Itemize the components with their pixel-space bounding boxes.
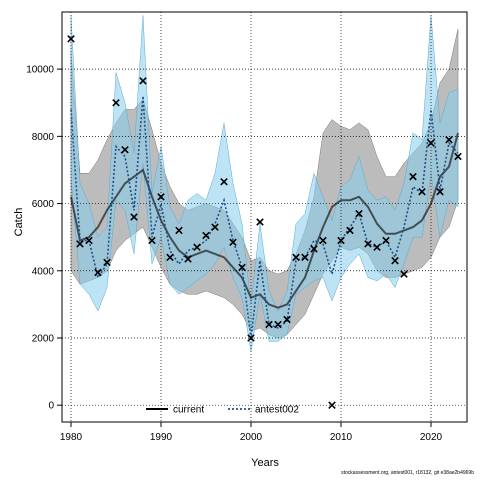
- observed-point: [445, 135, 453, 144]
- observed-point: [337, 236, 345, 245]
- x-tick-label: 1980: [60, 432, 83, 443]
- x-tick-label: 1990: [150, 432, 173, 443]
- observed-point: [202, 231, 210, 240]
- x-tick-label: 2000: [240, 432, 263, 443]
- axes: 1980 1990 2000 2010 2020 0 2000 4000 6000 8000 100…: [26, 65, 442, 443]
- observed-point: [454, 152, 462, 161]
- observed-point: [76, 240, 84, 248]
- observed-point: [265, 320, 273, 329]
- plot-frame: [61, 11, 468, 423]
- observed-point: [130, 213, 138, 221]
- observed-point: [184, 255, 192, 263]
- grid-lines: [62, 12, 467, 422]
- observed-point: [157, 193, 165, 201]
- observed-point: [283, 315, 291, 324]
- y-tick-label: 2000: [32, 333, 55, 344]
- observed-point: [427, 139, 435, 147]
- observed-point: [400, 270, 408, 278]
- observed-point: [409, 172, 417, 181]
- x-tick-label: 2010: [330, 432, 353, 443]
- observed-point: [238, 263, 246, 272]
- observed-point: [121, 146, 129, 154]
- y-tick-label: 10000: [26, 65, 54, 76]
- series-line-current: [70, 132, 459, 309]
- observed-point: [436, 188, 444, 196]
- observed-point: [292, 253, 300, 262]
- legend-label-antest002: antest002: [255, 405, 299, 416]
- observed-point: [175, 226, 183, 235]
- observed-point: [346, 226, 354, 235]
- observed-point: [85, 236, 93, 245]
- legend: current antest002: [146, 405, 299, 416]
- y-tick-label: 0: [48, 401, 54, 412]
- observed-point: [373, 243, 381, 252]
- observed-point: [103, 258, 111, 267]
- observed-point: [391, 256, 399, 265]
- y-axis-label: Catch: [13, 208, 25, 237]
- observed-point: [211, 223, 219, 231]
- y-tick-label: 8000: [32, 132, 55, 143]
- observed-point: [229, 238, 237, 246]
- observed-point: [193, 243, 201, 252]
- observed-point: [310, 245, 318, 253]
- observed-points: [67, 35, 462, 409]
- legend-label-current: current: [173, 405, 204, 416]
- observed-point: [418, 188, 426, 196]
- observed-point: [67, 35, 75, 43]
- x-axis-label: Years: [251, 457, 279, 469]
- x-tick-label: 2020: [420, 432, 443, 443]
- observed-point: [139, 77, 147, 85]
- observed-point: [364, 240, 372, 248]
- observed-point: [220, 177, 228, 186]
- observed-point: [94, 268, 102, 277]
- observed-point: [247, 334, 255, 342]
- observed-point: [301, 253, 309, 262]
- observed-point: [328, 401, 336, 409]
- observed-point: [382, 236, 390, 245]
- observed-point: [355, 209, 363, 218]
- y-tick-label: 4000: [32, 266, 55, 277]
- observed-point: [256, 218, 264, 226]
- observed-point: [112, 98, 120, 107]
- confidence-band-antest002: [70, 15, 459, 352]
- observed-point: [274, 320, 282, 329]
- observed-point: [148, 236, 156, 245]
- footnote: stockassessment.org, antest001, r18132, …: [341, 470, 474, 476]
- series-lines: [70, 95, 459, 339]
- observed-point: [319, 236, 327, 245]
- observed-point: [166, 253, 174, 262]
- y-tick-label: 6000: [32, 199, 55, 210]
